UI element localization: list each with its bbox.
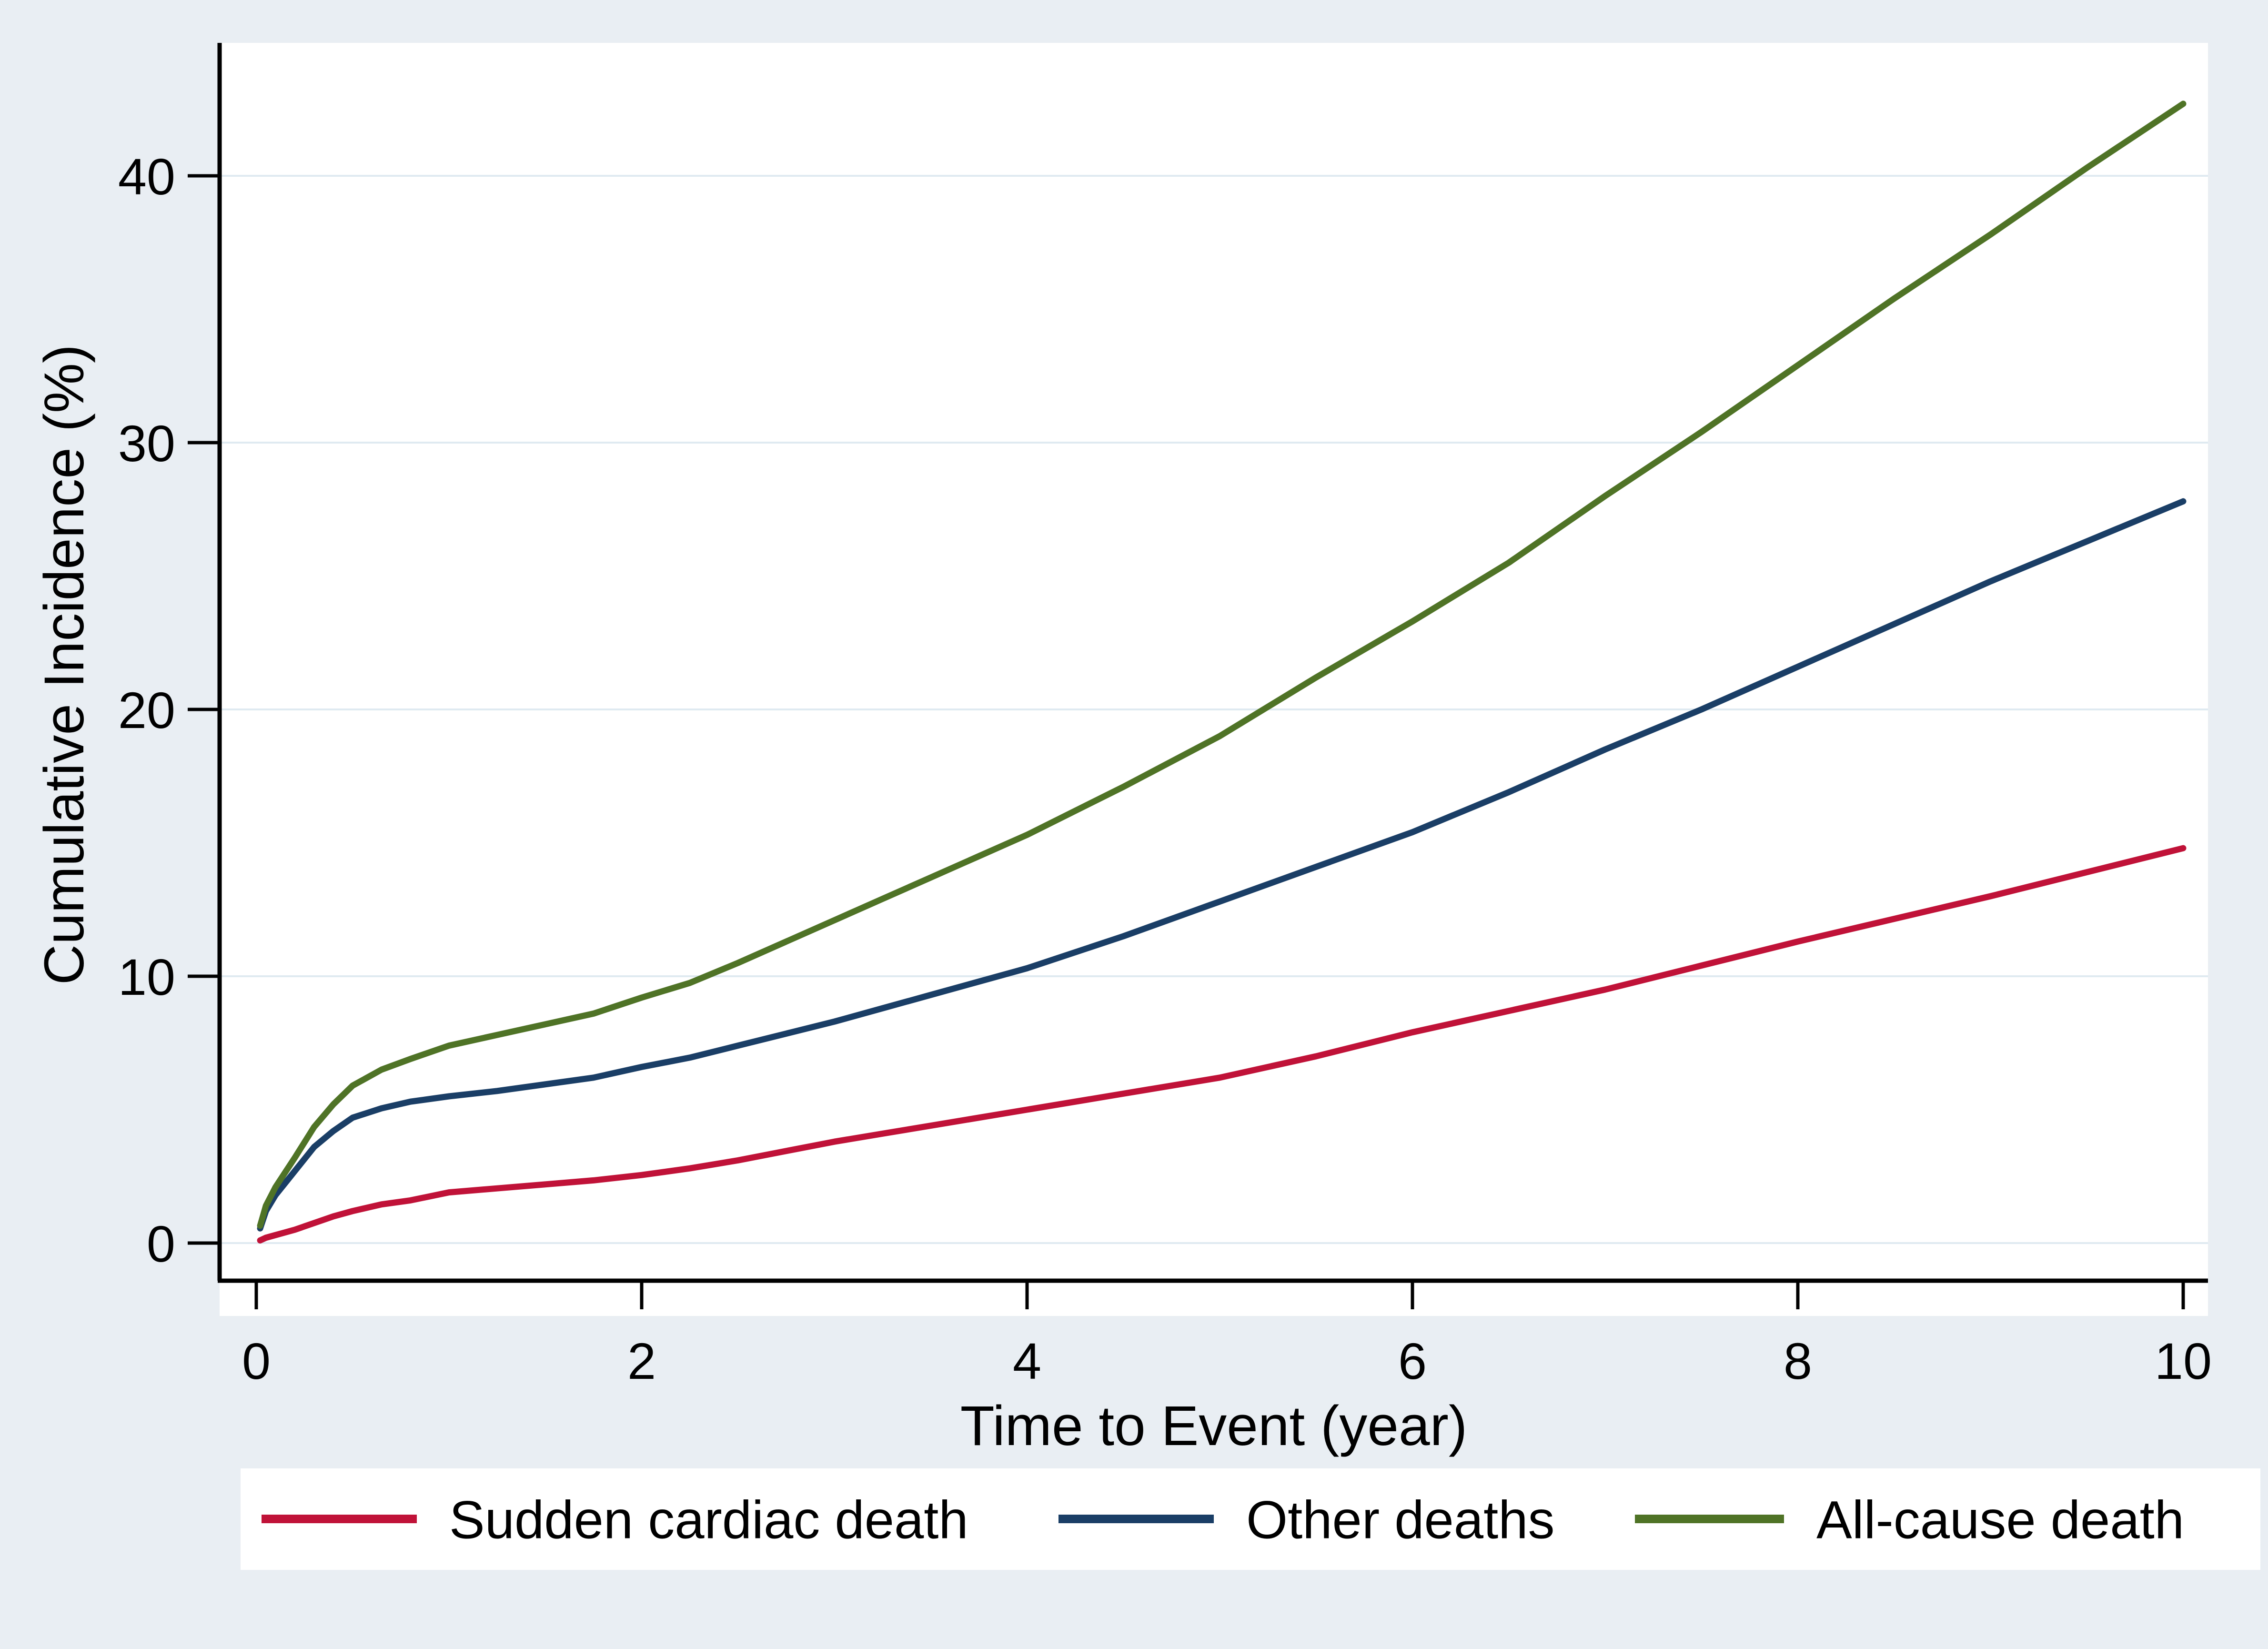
legend-box xyxy=(241,1468,2260,1570)
x-tick-label: 6 xyxy=(1398,1332,1427,1390)
series-line-sudden-cardiac-death xyxy=(257,845,2187,1244)
plot-area xyxy=(220,43,2208,1316)
legend-label-all-cause-death: All-cause death xyxy=(1816,1490,2184,1549)
series-line-other-deaths xyxy=(257,498,2187,1232)
x-tick-label: 0 xyxy=(242,1332,271,1390)
y-tick-label: 0 xyxy=(147,1215,175,1273)
y-tick-label: 20 xyxy=(118,681,175,739)
legend-label-other-deaths: Other deaths xyxy=(1246,1490,1555,1549)
y-tick-label: 10 xyxy=(118,948,175,1006)
x-tick-label: 10 xyxy=(2155,1332,2212,1390)
series-line-all-cause-death xyxy=(257,101,2187,1229)
x-tick-label: 8 xyxy=(1784,1332,1812,1390)
legend-label-sudden-cardiac-death: Sudden cardiac death xyxy=(449,1490,968,1549)
y-tick-label: 40 xyxy=(118,148,175,205)
y-axis-title: Cumulative Incidence (%) xyxy=(33,344,96,985)
x-tick-label: 2 xyxy=(627,1332,656,1390)
x-axis-title: Time to Event (year) xyxy=(960,1395,1468,1457)
y-tick-label: 30 xyxy=(118,415,175,472)
x-tick-label: 4 xyxy=(1013,1332,1041,1390)
